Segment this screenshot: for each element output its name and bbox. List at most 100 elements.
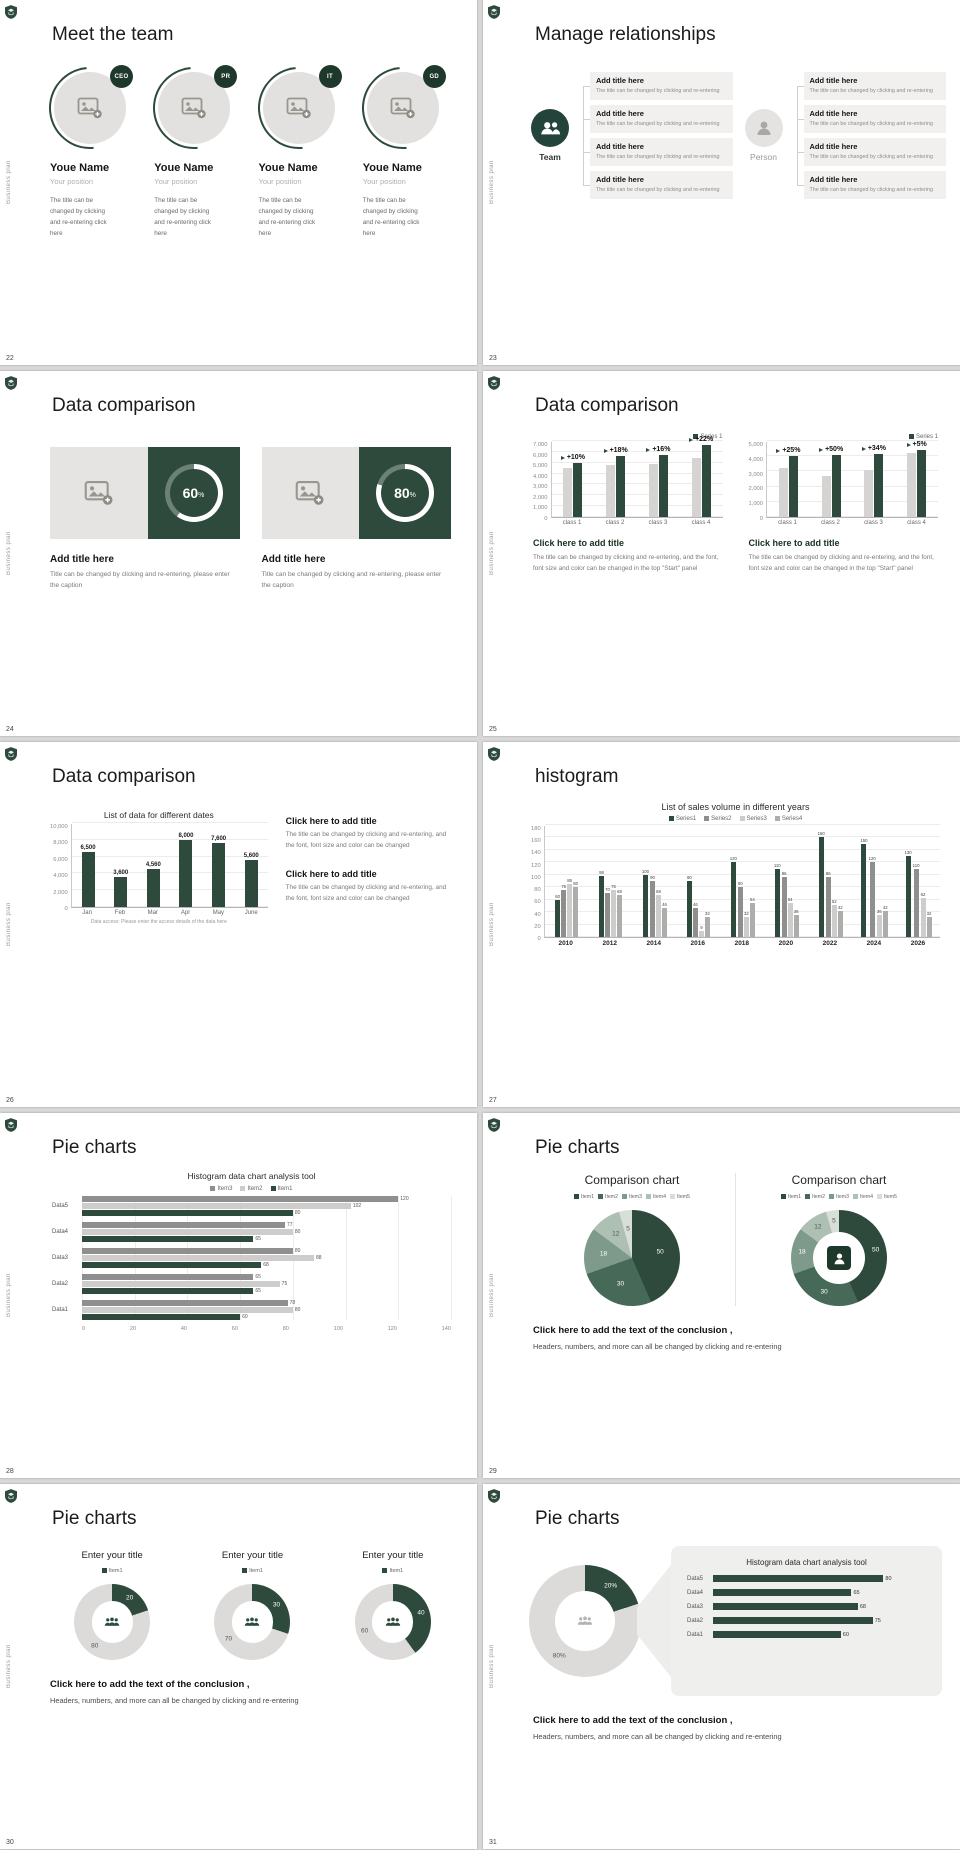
donut: 20 80 <box>74 1584 151 1660</box>
people-icon <box>245 1617 260 1626</box>
avatar[interactable]: GD <box>344 50 461 166</box>
page-number: 23 <box>489 355 497 362</box>
bar <box>82 1236 254 1242</box>
slide-23[interactable]: Business plan 23 Manage relationships Te… <box>483 0 960 365</box>
avatar[interactable]: PR <box>136 50 253 166</box>
member-description: The title can be changed by clicking and… <box>154 197 211 238</box>
side-label: Business plan <box>6 1644 12 1689</box>
progress-value: 60 <box>182 485 199 501</box>
block-title: Click here to add title <box>285 816 377 826</box>
page-title: Pie charts <box>52 1508 137 1529</box>
conclusion-title: Click here to add the text of the conclu… <box>533 1715 733 1726</box>
avatar[interactable]: IT <box>240 50 357 166</box>
bar <box>82 1281 280 1287</box>
role-badge: GD <box>422 65 446 88</box>
relationship-item[interactable]: Add title here The title can be changed … <box>796 72 946 101</box>
block-title: Click here to add title <box>285 869 377 880</box>
relationship-item[interactable]: Add title here The title can be changed … <box>796 138 946 167</box>
bar <box>743 917 749 937</box>
bar <box>656 895 662 937</box>
donut-chart-block: Comparison chart Item1 Item2 Item3 Item4 Ite… <box>735 1173 942 1306</box>
relationship-item[interactable]: Add title here The title can be changed … <box>583 105 733 134</box>
legend-item: Series 1 <box>693 434 723 440</box>
image-progress-card[interactable]: 80% <box>261 447 451 539</box>
legend-item: Item1 <box>382 1568 403 1574</box>
relationship-item[interactable]: Add title here The title can be changed … <box>583 171 733 200</box>
conclusion-text: Headers, numbers, and more can all be ch… <box>533 1732 782 1741</box>
slide-25[interactable]: Business plan 25 Data comparison Series … <box>483 371 960 736</box>
image-placeholder-icon <box>181 97 206 119</box>
conclusion: Click here to add the text of the conclu… <box>533 1320 936 1351</box>
person-icon <box>757 121 770 136</box>
team-icon <box>541 122 561 135</box>
bar <box>698 931 704 937</box>
progress-percent-sign: % <box>409 492 416 499</box>
slide-30[interactable]: Business plan 30 Pie charts Enter your t… <box>0 1484 477 1849</box>
donut: 40 60 <box>354 1584 431 1660</box>
bar-chart-body: 7,000 6,000 5,000 4,000 3,000 2,000 1,000 0 +10%… <box>533 436 723 526</box>
bar <box>713 1617 873 1624</box>
bar <box>837 911 843 937</box>
donut-hole <box>554 1590 616 1652</box>
slide-24[interactable]: Business plan 24 Data comparison 60% Add… <box>0 371 477 736</box>
item-title: Add title here <box>809 76 858 85</box>
bar <box>82 1203 351 1209</box>
chart-legend: Series1 Series2 Series3 Series4 <box>531 815 940 822</box>
card-title: Add title here <box>261 554 326 565</box>
hbar-chart-body: Data5 120 102 80 Data4 77 80 65 Data3 80 88 68 Data2… <box>52 1196 452 1332</box>
bar <box>82 1222 285 1228</box>
team-member: PR Youe Name Your position The title can… <box>136 50 253 239</box>
bar <box>82 1210 293 1216</box>
avatar-circle <box>262 72 335 144</box>
bar <box>82 1300 288 1306</box>
donut-hole <box>372 1601 414 1643</box>
legend-item: Series4 <box>774 816 802 822</box>
people-icon-wrap <box>384 1617 401 1628</box>
bar <box>737 887 743 937</box>
progress-ring: 80% <box>376 464 434 522</box>
page-number: 29 <box>489 1468 497 1475</box>
horizontal-bar-chart: Data5 80 Data4 65 Data3 68 Data2 75 Data1 60 <box>687 1575 926 1638</box>
relationship-item[interactable]: Add title here The title can be changed … <box>583 138 733 167</box>
bar <box>861 844 867 937</box>
people-icon-wrap <box>104 1617 121 1628</box>
item-title: Add title here <box>809 175 858 185</box>
chart-block: Series 1 5,000 4,000 3,000 2,000 1,000 0 +25% +… <box>749 433 938 574</box>
image-placeholder-icon <box>286 97 311 119</box>
bar <box>864 470 874 517</box>
chart-title: Histogram data chart analysis tool <box>187 1171 316 1181</box>
relationship-item[interactable]: Add title here The title can be changed … <box>583 72 733 101</box>
grouped-bar-chart: 7,000 6,000 5,000 4,000 3,000 2,000 1,000 0 +10%… <box>533 436 723 526</box>
legend-item: Series2 <box>704 816 732 822</box>
bar <box>573 887 579 937</box>
item-description: The title can be changed by clicking and… <box>596 187 720 194</box>
relationship-item[interactable]: Add title here The title can be changed … <box>796 171 946 200</box>
relationship-item[interactable]: Add title here The title can be changed … <box>796 105 946 134</box>
bar-chart-body: 180 160 140 120 100 80 60 40 20 0 60 75 85 80 98 70 75 68… <box>531 824 940 947</box>
slide-28[interactable]: Business plan 28 Pie charts Histogram da… <box>0 1113 477 1478</box>
conclusion-title: Click here to add the text of the conclu… <box>50 1679 250 1690</box>
bar <box>611 890 617 937</box>
slide-29[interactable]: Business plan 29 Pie charts Comparison c… <box>483 1113 960 1478</box>
slide-22[interactable]: Business plan 22 Meet the team CEO Youe … <box>0 0 477 365</box>
chart-legend: Series 1 <box>533 433 723 440</box>
person-node[interactable]: Person <box>741 109 787 162</box>
avatar[interactable]: CEO <box>32 50 148 166</box>
image-progress-card[interactable]: 60% <box>50 447 240 539</box>
bar <box>876 915 882 937</box>
legend-item: Item5 <box>669 1194 690 1200</box>
chart-title: Histogram data chart analysis tool <box>746 1558 867 1567</box>
image-placeholder <box>261 447 359 539</box>
pie-chart-block: Comparison chart Item1 Item2 Item3 Item4 Ite… <box>529 1173 735 1306</box>
item-title: Add title here <box>596 175 644 185</box>
side-label: Business plan <box>6 1273 12 1318</box>
bar <box>831 455 841 517</box>
slide-31[interactable]: Business plan 31 Pie charts 20% 80% Histo… <box>483 1484 960 1849</box>
slide-26[interactable]: Business plan 26 Data comparison List of… <box>0 742 477 1107</box>
analysis-panel: Histogram data chart analysis tool Data5… <box>671 1546 942 1696</box>
logo-shield-icon <box>488 1489 500 1503</box>
chart-footnote: Data access: Please enter the access det… <box>90 919 227 925</box>
team-node[interactable]: Team <box>527 109 573 162</box>
side-label: Business plan <box>489 531 495 576</box>
slide-27[interactable]: Business plan 27 histogram List of sales… <box>483 742 960 1107</box>
